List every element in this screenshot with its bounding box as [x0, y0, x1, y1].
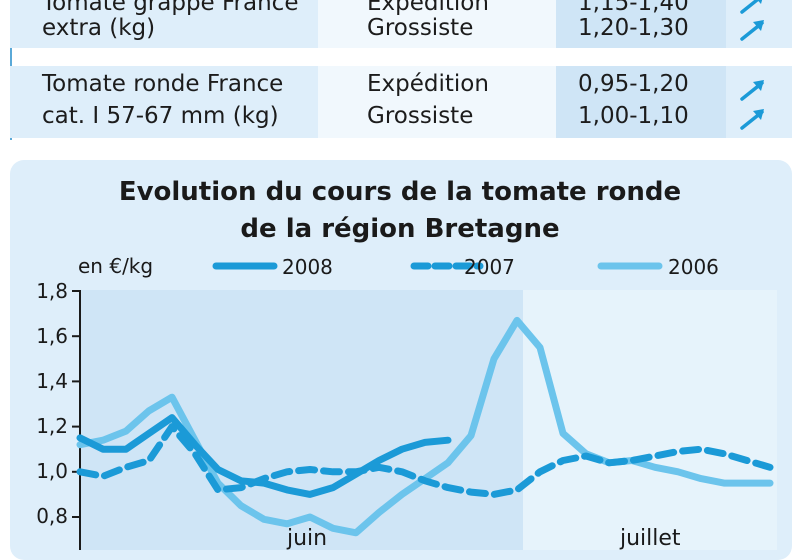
stage-label: Grossiste [367, 103, 474, 129]
up-arrow-icon [740, 109, 764, 130]
legend-label-2006: 2006 [668, 255, 719, 279]
chart-title: Evolution du cours de la tomate ronde [118, 177, 682, 207]
legend-swatch-2007 [410, 262, 484, 270]
legend-label-2008: 2008 [282, 255, 333, 279]
y-tick-label: 1,6 [36, 324, 68, 348]
y-tick-label: 0,8 [36, 504, 68, 528]
y-tick-label: 1,8 [36, 279, 68, 303]
series-line-2008 [76, 414, 452, 498]
product-name: Tomate ronde France [42, 71, 284, 97]
stage-label: Grossiste [367, 15, 474, 41]
product-name: Tomate grappe France [42, 0, 299, 16]
price-range: 1,20-1,30 [578, 15, 689, 41]
product-name-detail: extra (kg) [42, 15, 156, 41]
table-row [10, 66, 792, 138]
up-arrow-icon [740, 80, 764, 101]
up-arrow-icon [740, 0, 763, 14]
price-table: Tomate grappe France extra (kg) Expéditi… [0, 0, 800, 140]
june-background [80, 290, 523, 550]
product-name-detail: cat. I 57-67 mm (kg) [42, 103, 279, 129]
july-background [523, 290, 777, 550]
price-range: 1,00-1,10 [578, 103, 689, 129]
chart-subtitle: de la région Bretagne [240, 214, 560, 244]
price-range: 1,15-1,40 [578, 0, 689, 16]
unit-label: en €/kg [78, 254, 154, 278]
price-range: 0,95-1,20 [578, 71, 689, 97]
stage-label: Expédition [367, 0, 489, 16]
legend-swatch-2006 [597, 262, 663, 270]
stage-label: Expédition [367, 71, 489, 97]
y-tick-label: 1,2 [36, 414, 68, 438]
y-tick-label: 1,0 [36, 459, 68, 483]
up-arrow-icon [740, 20, 764, 41]
y-tick-label: 1,4 [36, 369, 68, 393]
series-line-2007 [76, 423, 774, 498]
legend-label-2007: 2007 [464, 255, 515, 279]
legend-swatch-2008 [212, 262, 278, 270]
month-label-june: juin [287, 526, 328, 551]
month-label-july: juillet [620, 526, 681, 551]
